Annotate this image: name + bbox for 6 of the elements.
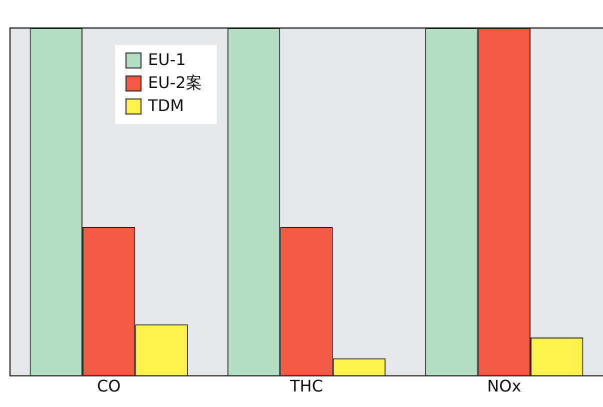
- legend-label: EU-2案: [148, 73, 202, 92]
- legend-label: TDM: [147, 96, 184, 116]
- legend-label: EU-1: [148, 50, 186, 70]
- x-tick-label: NOx: [487, 376, 522, 396]
- x-tick-label: CO: [96, 376, 121, 396]
- x-tick-label: THC: [289, 376, 323, 396]
